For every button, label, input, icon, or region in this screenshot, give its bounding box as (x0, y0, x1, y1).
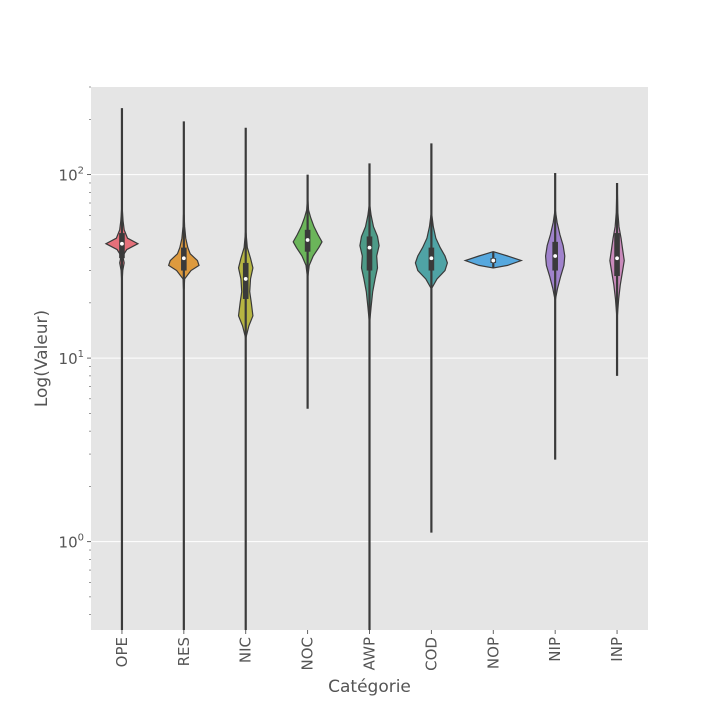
violin-median-dot (367, 245, 372, 250)
violin-iqr-box (614, 233, 620, 277)
violin-ope (104, 108, 140, 630)
violin-nip (544, 172, 566, 460)
violin-median-dot (615, 256, 619, 261)
violin-median-dot (120, 241, 124, 246)
violin-median-dot (491, 258, 496, 263)
y-minor-ticks (89, 86, 91, 615)
x-axis: OPE RES NIC NOC AWP COD NOP NIP INP (113, 630, 626, 671)
x-tick-label-awp: AWP (361, 637, 379, 670)
violin-awp (359, 163, 380, 630)
violin-nop (463, 251, 524, 269)
violin-iqr-box (242, 262, 249, 299)
x-axis-label: Catégorie (328, 677, 411, 697)
x-tick-label-nic: NIC (237, 637, 255, 663)
y-tick-label: 100 (59, 533, 84, 552)
violin-iqr-box (119, 233, 125, 259)
violin-median-dot (181, 256, 186, 261)
y-axis: 100 101 102 (59, 166, 91, 552)
violin-group (104, 108, 625, 630)
x-tick-label-inp: INP (608, 637, 626, 662)
violin-cod (414, 143, 449, 533)
x-tick-label-ope: OPE (113, 637, 131, 667)
violin-median-dot (553, 254, 558, 258)
x-tick-label-nip: NIP (546, 637, 564, 662)
y-axis-label: Log(Valeur) (32, 310, 52, 407)
violin-inp (609, 182, 625, 376)
violin-noc (292, 174, 323, 409)
x-tick-label-res: RES (175, 637, 193, 666)
violin-median-dot (429, 256, 434, 261)
violin-res (167, 121, 200, 630)
x-tick-label-noc: NOC (299, 637, 317, 671)
violin-nic (237, 127, 254, 630)
violin-median-dot (243, 277, 248, 281)
violin-iqr-box (366, 236, 373, 271)
violin-median-dot (305, 238, 310, 242)
y-tick-label: 102 (59, 166, 84, 185)
y-tick-label: 101 (59, 349, 84, 368)
x-tick-label-nop: NOP (484, 637, 502, 669)
x-tick-label-cod: COD (422, 637, 440, 671)
